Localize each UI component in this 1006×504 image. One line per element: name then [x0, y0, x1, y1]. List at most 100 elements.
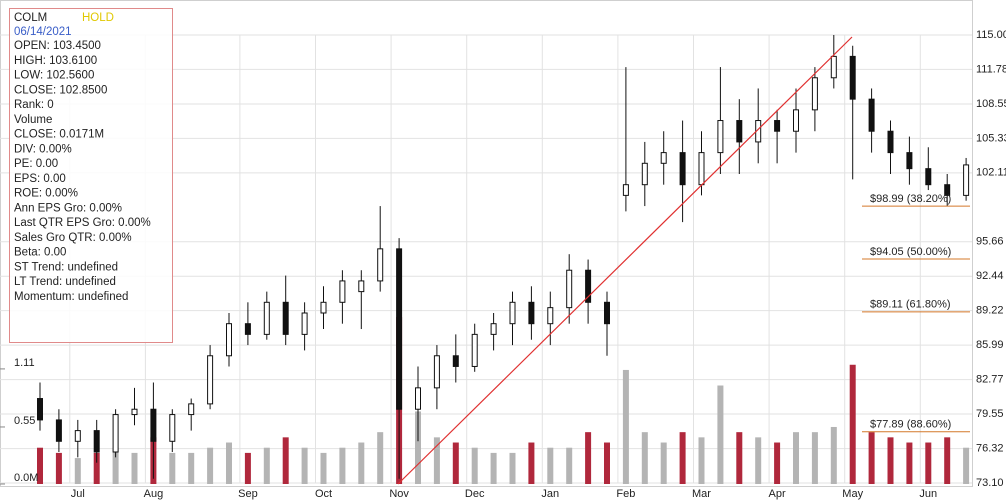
candle-body: [660, 152, 667, 164]
volume-bar: [301, 447, 308, 484]
candle-body: [471, 333, 478, 367]
candle-body: [944, 184, 951, 196]
volume-bar: [774, 442, 781, 484]
x-tick-label: Oct: [315, 488, 332, 500]
volume-tick-label: 1.11: [14, 357, 35, 369]
volume-bars: [37, 317, 970, 484]
volume-bar: [641, 432, 648, 484]
trend-line: [397, 36, 853, 485]
candle-body: [641, 162, 648, 186]
y-tick-label: 79.55: [976, 408, 1004, 420]
candle-body: [37, 398, 43, 421]
volume-bar: [358, 442, 365, 484]
candle-body: [906, 152, 913, 170]
date: 06/14/2021: [14, 26, 72, 38]
volume-bar: [547, 447, 554, 484]
volume-bar: [528, 442, 535, 484]
info-line: Ann EPS Gro: 0.00%: [14, 202, 122, 214]
candle-body: [811, 77, 818, 111]
volume-bar: [585, 432, 592, 484]
fib-label: $94.05 (50.00%): [870, 246, 951, 258]
volume-bar: [415, 411, 421, 484]
volume-bar: [74, 458, 81, 484]
info-line: CLOSE: 0.0171M: [14, 129, 104, 141]
info-line: Rank: 0: [14, 99, 54, 111]
volume-bar: [471, 447, 478, 484]
info-line: EPS: 0.00: [14, 173, 66, 185]
y-tick-label: 115.00: [976, 29, 1006, 41]
candle-body: [622, 184, 629, 196]
candle-body: [679, 152, 686, 186]
candle-body: [226, 323, 232, 357]
x-tick-label: Dec: [465, 488, 485, 500]
y-tick-label: 76.32: [976, 442, 1004, 454]
volume-bar: [698, 437, 705, 484]
candle-body: [793, 109, 799, 132]
volume-bar: [131, 452, 138, 484]
candle-body: [452, 355, 459, 367]
volume-tick-label: 0.55: [14, 415, 35, 427]
candle-body: [93, 430, 100, 453]
candle-body: [396, 248, 403, 410]
info-line: Beta: 0.00: [14, 247, 66, 259]
candle-body: [74, 430, 81, 442]
info-line: HIGH: 103.6100: [14, 55, 97, 67]
candle-body: [112, 414, 119, 453]
x-tick-label: Mar: [692, 488, 711, 500]
fib-label: $77.89 (88.60%): [870, 419, 951, 431]
candle-body: [358, 280, 365, 293]
volume-bar: [811, 432, 818, 484]
volume-bar: [55, 452, 62, 484]
info-line: CLOSE: 102.8500: [14, 84, 107, 96]
volume-bar: [849, 364, 856, 484]
candle-body: [736, 120, 743, 143]
volume-bar: [207, 447, 214, 484]
y-tick-label: 89.22: [976, 305, 1004, 317]
candle-body: [509, 301, 516, 325]
candle-body: [433, 355, 440, 389]
candle-body: [887, 130, 894, 154]
info-line: OPEN: 103.4500: [14, 40, 101, 52]
candle-body: [925, 168, 932, 186]
volume-bar: [377, 432, 384, 484]
volume-bar: [868, 432, 875, 484]
candle-body: [547, 307, 554, 325]
candle-body: [415, 387, 421, 410]
y-tick-label: 92.44: [976, 270, 1004, 282]
candle-body: [188, 403, 195, 416]
info-line: DIV: 0.00%: [14, 143, 72, 155]
candle-body: [244, 323, 251, 335]
candle-body: [774, 120, 781, 132]
info-line: Sales Gro QTR: 0.00%: [14, 232, 132, 244]
x-tick-label: Feb: [616, 488, 635, 500]
y-tick-label: 85.99: [976, 339, 1004, 351]
y-tick-label: 82.77: [976, 374, 1004, 386]
candle-body: [320, 301, 327, 314]
volume-bar: [490, 452, 497, 484]
info-line: Momentum: undefined: [14, 291, 128, 303]
volume-bar: [244, 452, 251, 484]
volume-bar: [433, 437, 440, 484]
info-line: LOW: 102.5600: [14, 70, 94, 82]
candle-body: [849, 55, 856, 100]
rating: HOLD: [82, 12, 114, 24]
candle-body: [263, 301, 270, 335]
volume-bar: [925, 442, 932, 484]
info-line: Last QTR EPS Gro: 0.00%: [14, 217, 151, 229]
volume-tick-label: 0.0M: [14, 472, 38, 484]
y-tick-label: 111.78: [976, 63, 1006, 75]
volume-bar: [830, 426, 837, 484]
candle-body: [150, 408, 157, 442]
volume-bar: [906, 442, 913, 484]
volume-bar: [566, 447, 573, 484]
candle-body: [698, 152, 705, 186]
volume-bar: [339, 447, 346, 484]
candle-body: [55, 419, 62, 442]
volume-bar: [660, 442, 667, 484]
candle-body: [566, 269, 573, 309]
info-box: [9, 8, 173, 343]
x-tick-label: Apr: [769, 488, 786, 500]
candles: [37, 35, 970, 479]
candle-body: [169, 414, 176, 442]
volume-bar: [263, 447, 270, 484]
